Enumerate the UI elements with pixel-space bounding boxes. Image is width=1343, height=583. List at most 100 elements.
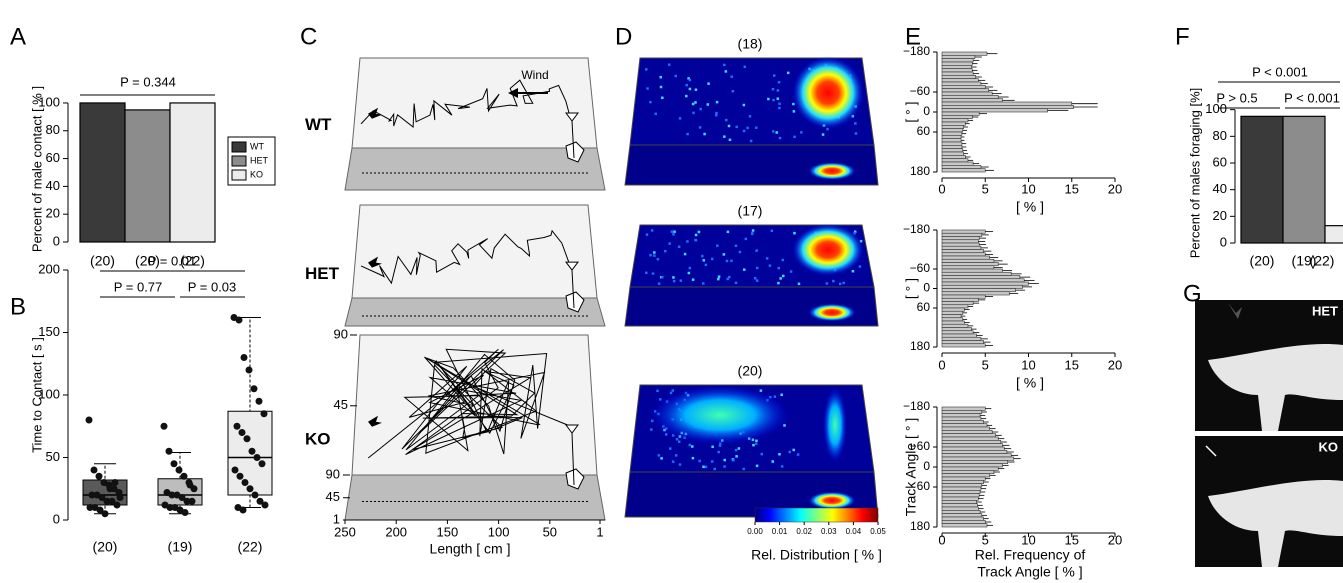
histogram-bar: [941, 121, 966, 126]
x-tick-label: 5: [982, 181, 989, 196]
panel-title: (20): [738, 363, 763, 379]
data-point: [188, 497, 196, 505]
histogram-bar: [941, 95, 999, 99]
heat-speckle: [743, 268, 746, 271]
heat-speckle: [781, 258, 785, 262]
heat-speckle: [750, 232, 754, 236]
histogram-bar: [941, 51, 988, 56]
data-point: [175, 466, 183, 474]
heat-speckle: [742, 467, 745, 471]
heat-speckle: [788, 450, 791, 454]
y-tick-label: 90: [326, 466, 340, 481]
heat-speckle: [675, 438, 679, 441]
y-tick-label: 90: [334, 326, 348, 341]
heat-hotspot: [792, 56, 864, 130]
heat-speckle: [800, 131, 803, 134]
data-point: [113, 501, 121, 509]
heat-speckle: [723, 135, 726, 138]
y-tick-label: 60: [917, 479, 931, 493]
data-point: [178, 494, 186, 501]
heat-speckle: [742, 103, 746, 107]
heat-speckle: [674, 454, 678, 457]
heat-speckle: [646, 87, 649, 90]
panel-letter: E: [905, 23, 921, 50]
heat-speckle: [672, 276, 675, 279]
heat-speckle: [858, 265, 862, 268]
flower-icon: [565, 424, 585, 490]
p-value: P = 0.03: [188, 279, 237, 294]
heat-speckle: [657, 454, 661, 457]
histogram-bar: [941, 317, 964, 322]
histogram-bar: [941, 161, 974, 166]
x-tick-label: 10: [1021, 357, 1035, 372]
data-point: [101, 510, 109, 518]
heat-speckle: [718, 444, 722, 447]
histogram-bar: [941, 327, 972, 332]
moth-icon: [368, 107, 382, 119]
heat-speckle: [730, 259, 733, 263]
heat-speckle: [645, 233, 649, 236]
histogram-bar: [941, 510, 981, 514]
histogram-bar: [941, 413, 981, 418]
y-tick-label: 0: [923, 281, 930, 295]
panel-letter: D: [615, 23, 632, 50]
heat-speckle: [656, 389, 659, 393]
heat-speckle: [851, 269, 855, 273]
x-tick-label: 1: [596, 524, 603, 539]
heat-speckle: [677, 440, 681, 443]
heat-speckle: [694, 88, 698, 91]
histogram-bar: [941, 336, 982, 341]
floor: [344, 147, 606, 191]
y-tick-label: 20: [46, 206, 60, 221]
x-tick-label: 15: [1065, 532, 1079, 547]
histogram-bar: [941, 453, 1012, 458]
histogram-bar: [941, 443, 1003, 448]
y-tick-label: 45: [326, 489, 340, 504]
histogram-bar: [941, 71, 974, 76]
heat-speckle: [735, 125, 738, 129]
flight-track: [367, 348, 571, 459]
heat-speckle: [697, 230, 701, 234]
heat-speckle: [670, 230, 674, 233]
heat-speckle: [703, 132, 706, 136]
data-point: [186, 481, 194, 489]
bar: [1282, 115, 1326, 244]
y-tick-label: −60: [910, 261, 931, 275]
data-point: [251, 491, 259, 499]
histogram-bar: [941, 320, 965, 325]
histogram-bar: [941, 304, 969, 309]
colorbar-tick-label: 0.03: [821, 527, 837, 536]
heat-speckle: [777, 281, 780, 285]
data-point: [170, 460, 178, 468]
histogram-bar: [941, 516, 984, 521]
histogram-bar: [941, 128, 964, 133]
y-tick-label: 200: [38, 261, 60, 276]
x-axis-label: [ % ]: [1016, 199, 1044, 215]
bar: [1240, 115, 1284, 244]
heat-speckle: [735, 455, 738, 458]
heat-speckle: [692, 111, 695, 115]
panel-letter: B: [10, 293, 26, 320]
data-point: [116, 494, 124, 501]
wall: [351, 57, 598, 149]
heat-speckle: [702, 282, 705, 285]
flower-icon: [565, 261, 585, 313]
heat-speckle: [653, 251, 656, 254]
y-axis-label: Time to Contact [ s ]: [29, 337, 44, 453]
histogram-bar: [941, 460, 1009, 464]
data-point: [255, 397, 263, 405]
data-point: [239, 506, 247, 514]
heat-speckle: [701, 254, 704, 258]
y-axis-label: [ ° ]: [903, 101, 919, 122]
histogram-bar: [941, 265, 995, 270]
heat-speckle: [688, 266, 692, 270]
legend-label: WT: [250, 141, 264, 151]
heat-speckle: [744, 237, 748, 241]
histogram-bar: [941, 148, 964, 153]
heat-speckle: [746, 126, 749, 130]
y-tick-label: −60: [910, 439, 931, 453]
heat-cluster: [650, 385, 790, 445]
heat-speckle: [748, 115, 752, 118]
heat-speckle: [722, 253, 726, 256]
x-axis-label: [ % ]: [1016, 375, 1044, 391]
